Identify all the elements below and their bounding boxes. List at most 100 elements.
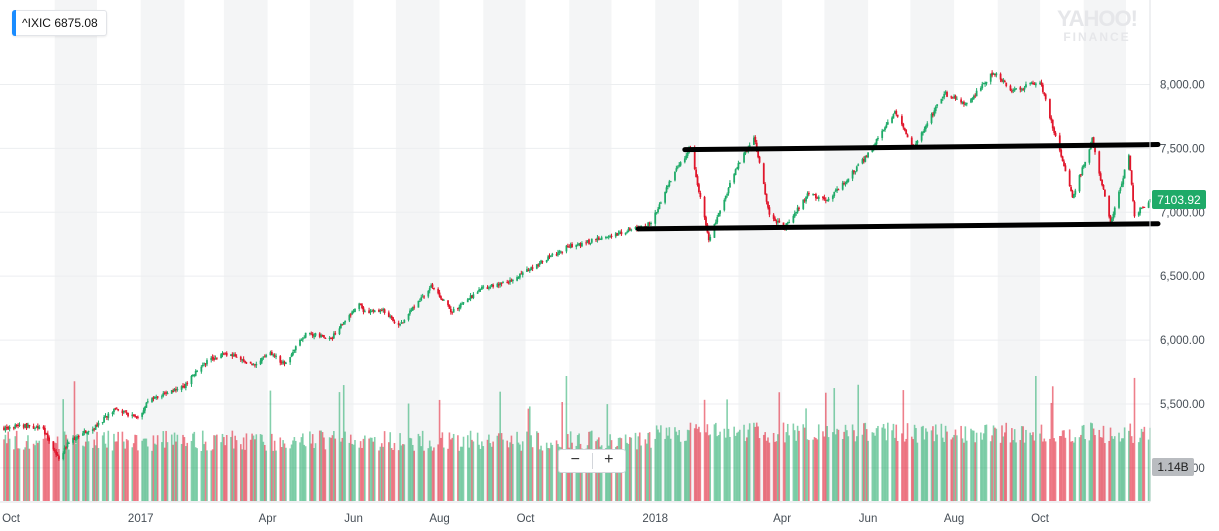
candle-body xyxy=(324,337,327,339)
candle-body xyxy=(1078,175,1081,192)
volume-bar xyxy=(349,434,352,501)
candle-body xyxy=(320,334,323,338)
volume-bar xyxy=(293,437,296,501)
volume-bar xyxy=(521,441,524,501)
candle-body xyxy=(807,193,810,195)
candle-body xyxy=(540,260,542,264)
volume-bar xyxy=(506,440,509,501)
volume-bar xyxy=(782,422,785,501)
candle-body xyxy=(86,432,89,434)
candle-body xyxy=(279,356,282,363)
candle-body xyxy=(891,117,893,123)
volume-bar xyxy=(458,450,461,501)
candle-body xyxy=(1122,178,1125,185)
volume-bar xyxy=(974,442,977,501)
volume-bar xyxy=(314,443,317,501)
candle-body xyxy=(111,412,114,415)
candle-body xyxy=(686,152,689,156)
volume-bar xyxy=(388,442,390,501)
volume-bar xyxy=(304,446,307,501)
x-axis: Oct 2017 Apr Jun Aug Oct 2018 Apr Jun Aug Oct xyxy=(0,501,1150,525)
volume-bar xyxy=(180,443,183,501)
candle-body xyxy=(665,187,668,193)
volume-bar xyxy=(1022,426,1024,501)
volume-bar xyxy=(688,430,690,501)
candle-body xyxy=(330,338,332,340)
candle-body xyxy=(817,196,820,199)
trendline xyxy=(682,142,1161,153)
candle-body xyxy=(94,424,97,430)
candle-body xyxy=(224,353,227,355)
volume-bar xyxy=(660,425,662,501)
zoom-divider xyxy=(591,453,593,469)
volume-bar xyxy=(963,442,965,501)
volume-bar xyxy=(844,424,847,501)
volume-bar xyxy=(786,423,789,501)
candle-body xyxy=(383,309,386,313)
volume-bar xyxy=(282,440,284,501)
volume-bar xyxy=(903,441,906,501)
volume-bar xyxy=(536,431,538,501)
volume-bar xyxy=(775,441,778,501)
candle-body xyxy=(84,430,87,433)
volume-bar xyxy=(736,432,738,501)
volume-bar xyxy=(753,422,755,501)
candle-body xyxy=(451,311,454,313)
candle-body xyxy=(895,110,898,115)
candle-body xyxy=(1118,191,1120,208)
volume-bar xyxy=(1123,427,1126,501)
volume-bar xyxy=(607,445,610,501)
volume-bar xyxy=(162,431,165,501)
candle-body xyxy=(8,427,11,429)
candle-body xyxy=(24,424,27,428)
volume-bar xyxy=(640,445,642,501)
volume-bar xyxy=(891,430,893,501)
volume-bar xyxy=(1063,430,1065,501)
volume-bar xyxy=(1019,439,1022,501)
candle-body xyxy=(113,408,115,413)
candle-body xyxy=(352,311,355,313)
candle-body xyxy=(73,437,76,440)
candle-body xyxy=(953,96,955,98)
volume-bar xyxy=(627,443,630,501)
volume-bar xyxy=(390,448,393,501)
volume-bar xyxy=(82,445,84,501)
month-band xyxy=(1083,0,1127,502)
candle-body xyxy=(427,290,430,297)
candle-body xyxy=(261,357,263,362)
volume-bar xyxy=(42,438,45,501)
volume-bar xyxy=(1051,386,1054,501)
zoom-in-button[interactable]: + xyxy=(604,451,614,468)
volume-bar xyxy=(113,433,115,501)
candle-body xyxy=(413,306,416,308)
volume-bar xyxy=(364,435,366,501)
candle-body xyxy=(707,232,710,241)
volume-bar xyxy=(762,434,765,501)
candle-body xyxy=(382,308,385,310)
candle-body xyxy=(884,127,886,130)
volume-bar xyxy=(887,422,889,501)
candle-body xyxy=(165,392,168,394)
volume-bar xyxy=(768,442,771,501)
candle-body xyxy=(782,222,785,228)
logo-line-1: YAHOO! xyxy=(1057,6,1138,31)
ticker-badge[interactable]: ^IXIC 6875.08 xyxy=(12,10,107,36)
volume-bar xyxy=(669,438,672,501)
volume-bar xyxy=(75,443,77,501)
volume-bar xyxy=(806,439,809,501)
candle-body xyxy=(1051,119,1054,129)
volume-bar xyxy=(1039,433,1041,501)
volume-bar xyxy=(221,433,224,501)
volume-bar xyxy=(989,441,992,501)
candle-body xyxy=(507,282,510,284)
x-tick-label: Oct xyxy=(1031,513,1050,525)
zoom-out-button[interactable]: − xyxy=(570,451,580,468)
volume-bar xyxy=(1094,435,1096,501)
candle-body xyxy=(826,200,829,202)
volume-bar xyxy=(44,431,46,501)
volume-bar xyxy=(176,434,179,501)
candle-body xyxy=(1022,88,1025,90)
volume-bar xyxy=(1089,422,1092,501)
month-band xyxy=(309,0,354,502)
